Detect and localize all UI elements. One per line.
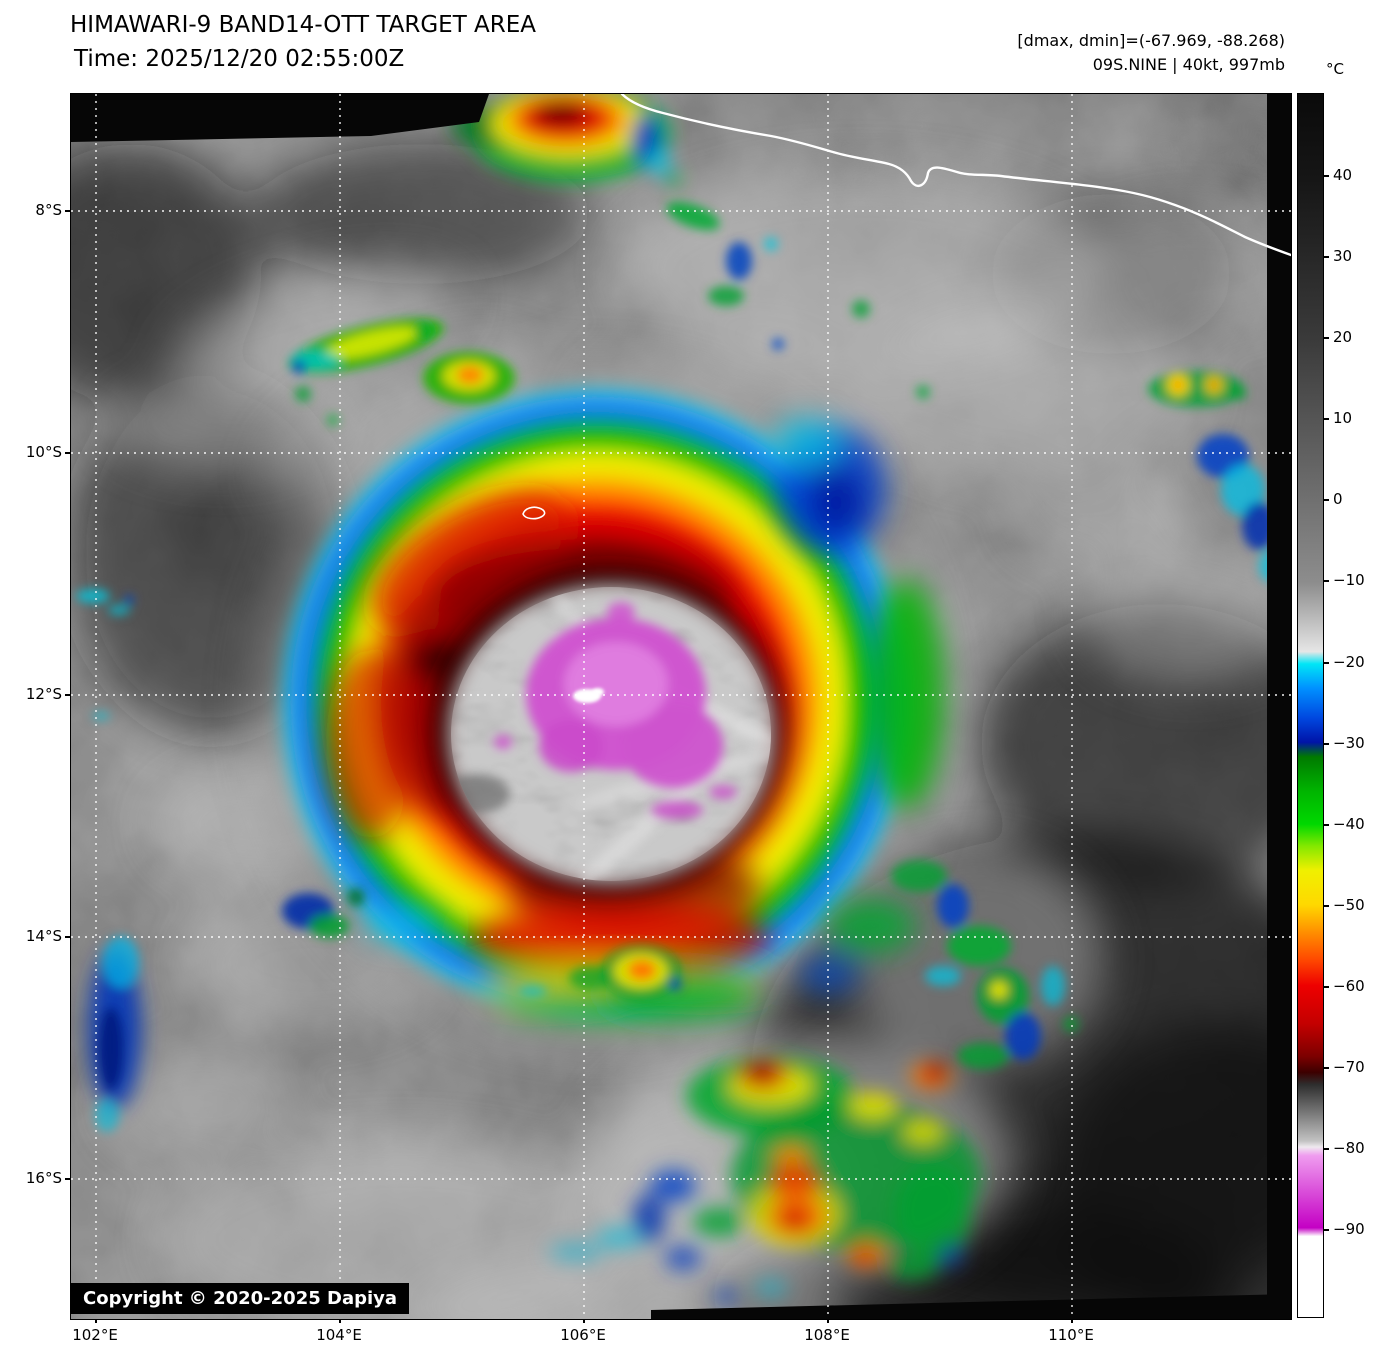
copyright-badge: Copyright © 2020-2025 Dapiya bbox=[71, 1283, 410, 1314]
lon-tick-label: 102°E bbox=[50, 1318, 140, 1344]
no-data-edges bbox=[71, 94, 1291, 1319]
colorbar-tick: −70 bbox=[1324, 1058, 1365, 1076]
lat-tick-label: 8°S bbox=[0, 201, 70, 219]
colorbar-tick: −40 bbox=[1324, 815, 1365, 833]
colorbar-tick: −30 bbox=[1324, 734, 1365, 752]
colorbar-tick: −90 bbox=[1324, 1220, 1365, 1238]
storm-id-readout: 09S.NINE | 40kt, 997mb bbox=[1092, 55, 1285, 74]
lat-tick-label: 10°S bbox=[0, 443, 70, 461]
colorbar-tick: 20 bbox=[1323, 328, 1353, 346]
lat-tick-label: 12°S bbox=[0, 685, 70, 703]
satellite-plot bbox=[70, 93, 1292, 1320]
colorbar-tick: 40 bbox=[1323, 166, 1353, 184]
dmax-dmin-readout: [dmax, dmin]=(-67.969, -88.268) bbox=[1017, 31, 1285, 50]
colorbar-tick: −20 bbox=[1324, 653, 1365, 671]
lat-tick-label: 14°S bbox=[0, 927, 70, 945]
colorbar-tick: −80 bbox=[1324, 1139, 1365, 1157]
lon-tick-label: 110°E bbox=[1026, 1318, 1116, 1344]
colorbar-tick: −10 bbox=[1324, 571, 1365, 589]
scattered-convection bbox=[76, 201, 1283, 1132]
figure-time: Time: 2025/12/20 02:55:00Z bbox=[74, 46, 405, 72]
convection-north bbox=[451, 94, 681, 186]
lon-tick-label: 104°E bbox=[294, 1318, 384, 1344]
colorbar-unit-label: °C bbox=[1326, 60, 1344, 78]
colorbar-ticks: 40 30 20 10 0 −10 −20 −30 −40 −50 −60 −7… bbox=[1323, 93, 1383, 1318]
convection-south bbox=[549, 1056, 981, 1304]
storm-eye bbox=[573, 688, 604, 703]
gridlines bbox=[71, 94, 1291, 1319]
satellite-image bbox=[71, 94, 1291, 1319]
lon-tick-label: 108°E bbox=[782, 1318, 872, 1344]
lon-tick-label: 106°E bbox=[538, 1318, 628, 1344]
colorbar-tick: 0 bbox=[1324, 490, 1343, 508]
coastline bbox=[620, 94, 1291, 257]
cold-overshoot-magenta bbox=[494, 602, 737, 819]
lat-tick-label: 16°S bbox=[0, 1169, 70, 1187]
colorbar-tick: −60 bbox=[1324, 977, 1365, 995]
colorbar-tick: 30 bbox=[1323, 247, 1353, 265]
figure-title: HIMAWARI-9 BAND14-OTT TARGET AREA bbox=[70, 12, 537, 38]
colorbar-tick: 10 bbox=[1323, 409, 1353, 427]
colorbar bbox=[1297, 93, 1324, 1318]
colorbar-tick: −50 bbox=[1324, 896, 1365, 914]
island-outline bbox=[522, 506, 546, 520]
